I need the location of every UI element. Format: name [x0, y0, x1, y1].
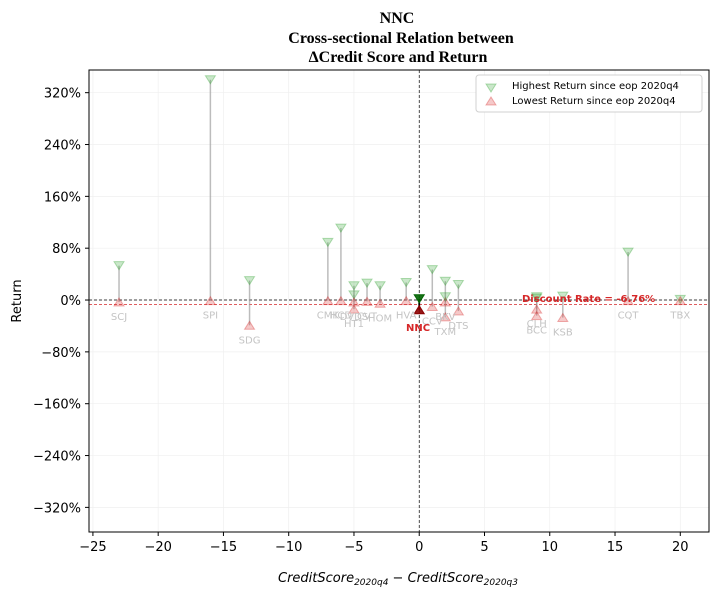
point-label-clh: CLH: [527, 319, 547, 330]
y-tick-label: 80%: [52, 242, 81, 257]
x-tick-label: −5: [344, 540, 363, 555]
high-marker-ksb: [556, 291, 569, 302]
high-marker-scj: [113, 261, 125, 271]
high-marker-cvt: [361, 278, 373, 289]
low-marker-tbx: [674, 295, 687, 306]
x-tick-label: −10: [275, 540, 302, 555]
high-marker-dts: [452, 279, 465, 290]
high-marker-spi: [204, 75, 217, 85]
high-marker-sdg: [243, 276, 256, 286]
plot-frame: [88, 69, 710, 533]
y-tick-label: −80%: [41, 346, 81, 361]
point-label-ksb: KSB: [553, 328, 573, 339]
legend-box: [475, 74, 703, 113]
point-label-cmk: CMK: [317, 311, 340, 322]
point-label-dvds: DVDS: [340, 312, 368, 323]
stems: [118, 79, 682, 326]
point-label-bcc: BCC: [526, 326, 547, 337]
low-marker-clh: [530, 304, 543, 314]
y-tick-label: 160%: [44, 190, 81, 205]
legend: Highest Return since eop 2020q4 Lowest R…: [475, 74, 703, 113]
high-marker-bkv: [439, 276, 452, 287]
point-label-tbx: TBX: [669, 311, 690, 322]
high-marker-target: [413, 294, 426, 304]
x-tick-label: 10: [541, 540, 558, 555]
x-tick-label: 20: [672, 540, 689, 555]
x-tick-label: −15: [210, 540, 237, 555]
low-marker-txm: [439, 311, 452, 322]
y-tick-label: −320%: [33, 501, 81, 516]
y-tick-label: 240%: [44, 139, 81, 154]
low-marker-ksb: [556, 312, 569, 323]
high-marker-bcc: [530, 293, 543, 304]
low-marker-sdg: [243, 320, 256, 330]
high-marker-hva: [400, 278, 413, 288]
x-tick-label: 15: [607, 540, 624, 555]
low-marker-ht1: [348, 304, 360, 314]
low-marker-cmk: [321, 295, 334, 306]
x-axis: −25 −20 −15 −10 −5 0 5 10 15 20: [79, 532, 689, 555]
low-marker-hcd: [335, 295, 347, 306]
low-marker-scj: [113, 297, 125, 307]
x-tick-label: 0: [415, 540, 423, 555]
point-label-bkv: BKV: [435, 312, 455, 323]
y-tick-label: −240%: [33, 450, 81, 465]
high-marker-clh: [530, 292, 543, 302]
point-label-scj: SCJ: [111, 312, 127, 323]
y-axis: 320% 240% 160% 80% 0% −80% −160% −240% −320%: [33, 87, 89, 516]
high-marker-hom: [374, 281, 386, 291]
x-axis-label: CreditScore2020q4 − CreditScore2020q3: [278, 571, 518, 588]
y-tick-label: 0%: [60, 294, 81, 309]
point-label-txm: TXM: [434, 327, 457, 338]
high-marker-dvds: [348, 290, 360, 300]
chart-title-line-3: ΔCredit Score and Return: [309, 49, 488, 66]
high-marker-ht1: [348, 281, 360, 291]
low-marker-bkv: [439, 297, 452, 307]
low-marker-dvds: [348, 297, 360, 307]
low-marker-ccv: [426, 301, 439, 312]
high-marker-txm: [439, 292, 452, 302]
point-label-ht1: HT1: [344, 319, 364, 330]
point-label-cqt: CQT: [618, 311, 640, 322]
point-label-dts: DTS: [448, 321, 468, 332]
low-marker-spi: [204, 295, 217, 306]
chart-title-line-2: Cross-sectional Relation between: [288, 30, 514, 47]
point-label-hom: HOM: [368, 313, 392, 324]
x-tick-label: 5: [480, 540, 488, 555]
high-marker-cqt: [622, 247, 634, 258]
low-marker-hom: [374, 298, 386, 308]
x-tick-label: −25: [79, 540, 106, 555]
point-label-ccv: CCV: [422, 317, 443, 328]
point-label-hva: HVA: [396, 311, 417, 322]
discount-rate-label: Discount Rate = -6.76%: [522, 294, 655, 305]
legend-high-label: Highest Return since eop 2020q4: [512, 81, 679, 92]
low-marker-target: [413, 304, 426, 315]
point-label-hcd: HCD: [330, 311, 353, 322]
y-tick-label: −160%: [33, 398, 81, 413]
low-marker-hva: [400, 295, 413, 306]
high-marker-tbx: [674, 294, 687, 305]
target-label: NNC: [406, 323, 430, 334]
legend-low-marker: [485, 96, 497, 106]
y-axis-label: Return: [10, 279, 25, 322]
high-marker-cmk: [321, 237, 334, 248]
legend-high-marker: [485, 83, 497, 93]
point-label-cvt: CVT: [357, 311, 378, 322]
low-marker-cqt: [622, 295, 634, 306]
x-tick-label: −20: [144, 540, 171, 555]
y-tick-label: 320%: [44, 87, 81, 102]
low-marker-dts: [452, 306, 465, 316]
legend-low-label: Lowest Return since eop 2020q4: [512, 96, 676, 107]
chart-title-line-1: NNC: [380, 10, 415, 27]
point-label-sdg: SDG: [239, 335, 261, 346]
low-marker-cvt: [361, 296, 373, 306]
markers: [113, 75, 687, 330]
high-marker-hcd: [335, 223, 347, 234]
point-label-spi: SPI: [203, 311, 218, 322]
low-marker-bcc: [530, 310, 543, 321]
high-marker-ccv: [426, 265, 439, 275]
